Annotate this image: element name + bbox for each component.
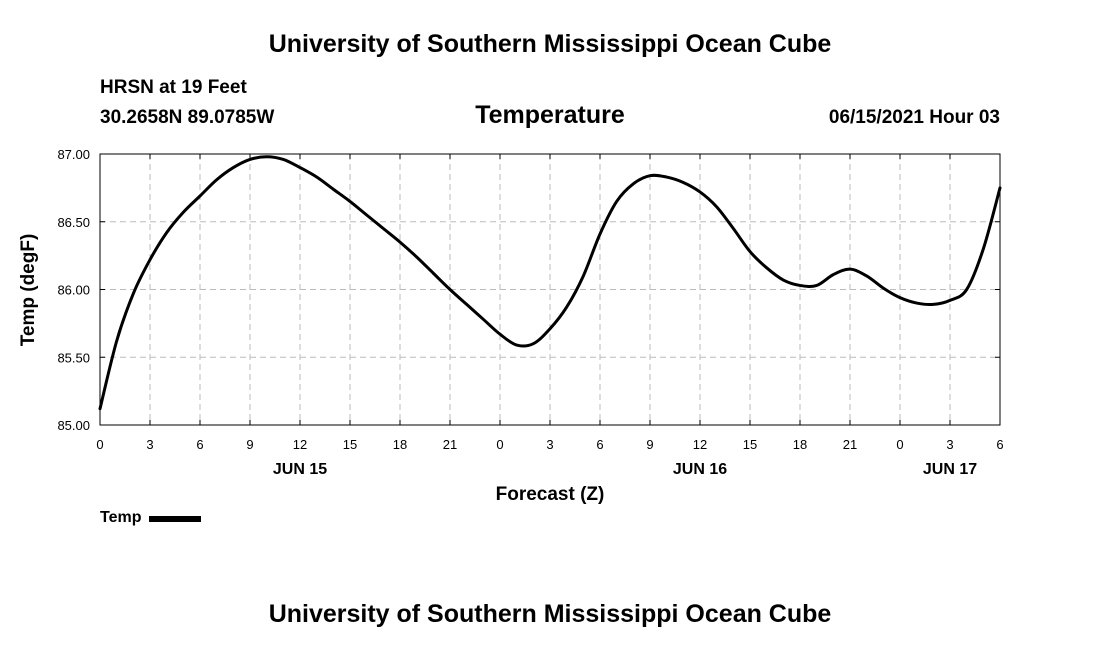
x-tick-label: 6 <box>596 437 603 452</box>
x-tick-label: 0 <box>896 437 903 452</box>
x-tick-label: 9 <box>646 437 653 452</box>
x-tick-label: 15 <box>743 437 757 452</box>
y-tick-label: 85.00 <box>57 418 90 433</box>
legend-label-temp: Temp <box>100 509 142 526</box>
x-tick-label: 0 <box>96 437 103 452</box>
x-tick-label: 12 <box>293 437 307 452</box>
x-tick-label: 18 <box>793 437 807 452</box>
day-label: JUN 15 <box>273 461 327 478</box>
y-tick-label: 85.50 <box>57 350 90 365</box>
x-tick-label: 3 <box>146 437 153 452</box>
page-title-bottom: University of Southern Mississippi Ocean… <box>268 600 832 628</box>
y-tick-label: 87.00 <box>57 147 90 162</box>
x-axis-label: Forecast (Z) <box>496 484 605 505</box>
x-tick-label: 21 <box>843 437 857 452</box>
coordinates-label: 30.2658N 89.0785W <box>100 107 275 128</box>
day-label: JUN 16 <box>673 461 727 478</box>
tick-labels: 0 3 6 9 12 15 18 21 0 3 6 9 12 15 18 21 0 3 6 85.00 85.50 86.… <box>57 147 1003 478</box>
axis-ticks <box>99 153 1001 426</box>
station-label: HRSN at 19 Feet <box>100 77 247 98</box>
x-tick-label: 15 <box>343 437 357 452</box>
x-tick-label: 21 <box>443 437 457 452</box>
x-tick-label: 6 <box>996 437 1003 452</box>
x-tick-label: 12 <box>693 437 707 452</box>
x-tick-label: 6 <box>196 437 203 452</box>
x-tick-label: 3 <box>546 437 553 452</box>
series-line-temp <box>98 155 1002 411</box>
x-tick-label: 9 <box>246 437 253 452</box>
page-title-top: University of Southern Mississippi Ocean… <box>268 30 832 58</box>
x-tick-label: 0 <box>496 437 503 452</box>
y-axis-label: Temp (degF) <box>18 234 39 347</box>
y-tick-label: 86.00 <box>57 283 90 298</box>
chart-title: Temperature <box>475 101 625 129</box>
day-label: JUN 17 <box>923 461 977 478</box>
grid-lines <box>99 153 1001 426</box>
legend-swatch-temp <box>149 516 202 522</box>
x-tick-label: 3 <box>946 437 953 452</box>
x-tick-label: 18 <box>393 437 407 452</box>
legend: Temp <box>100 509 202 527</box>
datetime-label: 06/15/2021 Hour 03 <box>828 107 1000 128</box>
y-tick-label: 86.50 <box>57 215 90 230</box>
